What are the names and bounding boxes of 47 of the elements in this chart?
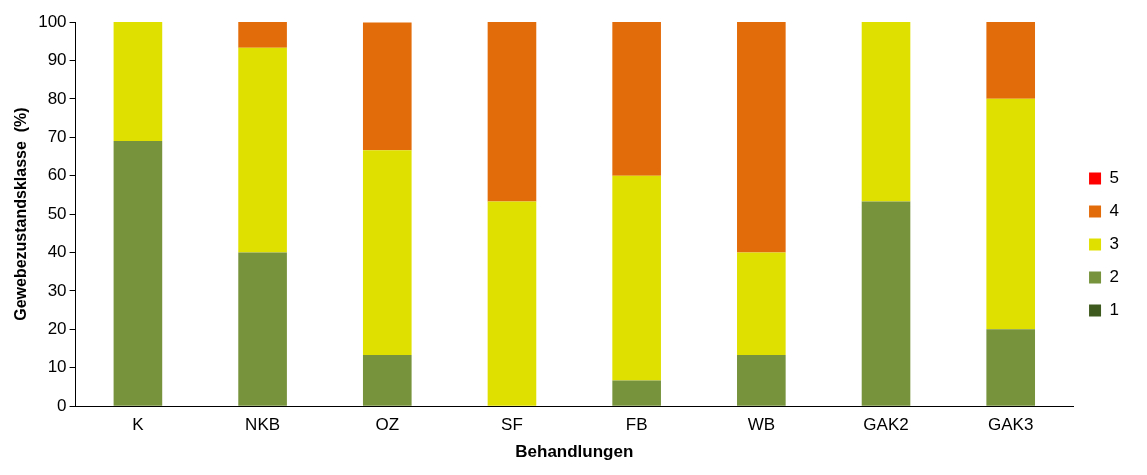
bar (362, 355, 412, 406)
x-tick-label: WB (747, 415, 776, 435)
x-tick-label: GAK3 (988, 415, 1034, 435)
bar (113, 22, 163, 142)
y-tick-label: 50 (47, 203, 67, 223)
x-tick-label: K (132, 415, 145, 435)
legend-label: 3 (1109, 234, 1120, 254)
legend-label: 5 (1109, 168, 1120, 188)
bar (737, 252, 786, 356)
bar (238, 47, 287, 253)
bar (737, 22, 786, 253)
y-tick-label: 80 (47, 88, 67, 108)
bar (986, 98, 1036, 330)
x-axis-title: Behandlungen (515, 442, 634, 462)
bar (487, 201, 537, 406)
x-tick-label: OZ (375, 415, 400, 435)
bar (612, 380, 661, 406)
bar (113, 141, 163, 406)
bar (861, 201, 911, 406)
bar (986, 329, 1036, 406)
y-tick-label: 0 (57, 395, 67, 415)
y-tick-label: 30 (47, 280, 67, 300)
x-tick-label: FB (625, 415, 648, 435)
y-tick-label: 70 (47, 126, 67, 146)
y-tick-label: 10 (47, 357, 67, 377)
x-tick-label: SF (501, 415, 523, 435)
y-tick-label: 20 (47, 319, 67, 339)
y-tick-label: 90 (47, 50, 67, 70)
bar (362, 150, 412, 356)
legend-label: 1 (1109, 300, 1120, 320)
bar (487, 22, 537, 202)
x-tick-label: NKB (245, 415, 281, 435)
bar (362, 22, 412, 151)
bar (612, 22, 661, 176)
y-tick-label: 100 (38, 11, 67, 31)
bar (737, 355, 786, 406)
bar (238, 22, 287, 48)
bar (986, 22, 1036, 99)
legend-label: 4 (1109, 201, 1120, 221)
bar (238, 252, 287, 406)
bar (612, 175, 661, 381)
x-tick-label: GAK2 (863, 415, 909, 435)
y-tick-label: 60 (47, 165, 67, 185)
bar (861, 22, 911, 202)
legend-label: 2 (1109, 267, 1120, 287)
y-axis-title: Gewebezustandsklasse (%) (12, 107, 30, 321)
y-tick-label: 40 (47, 242, 67, 262)
